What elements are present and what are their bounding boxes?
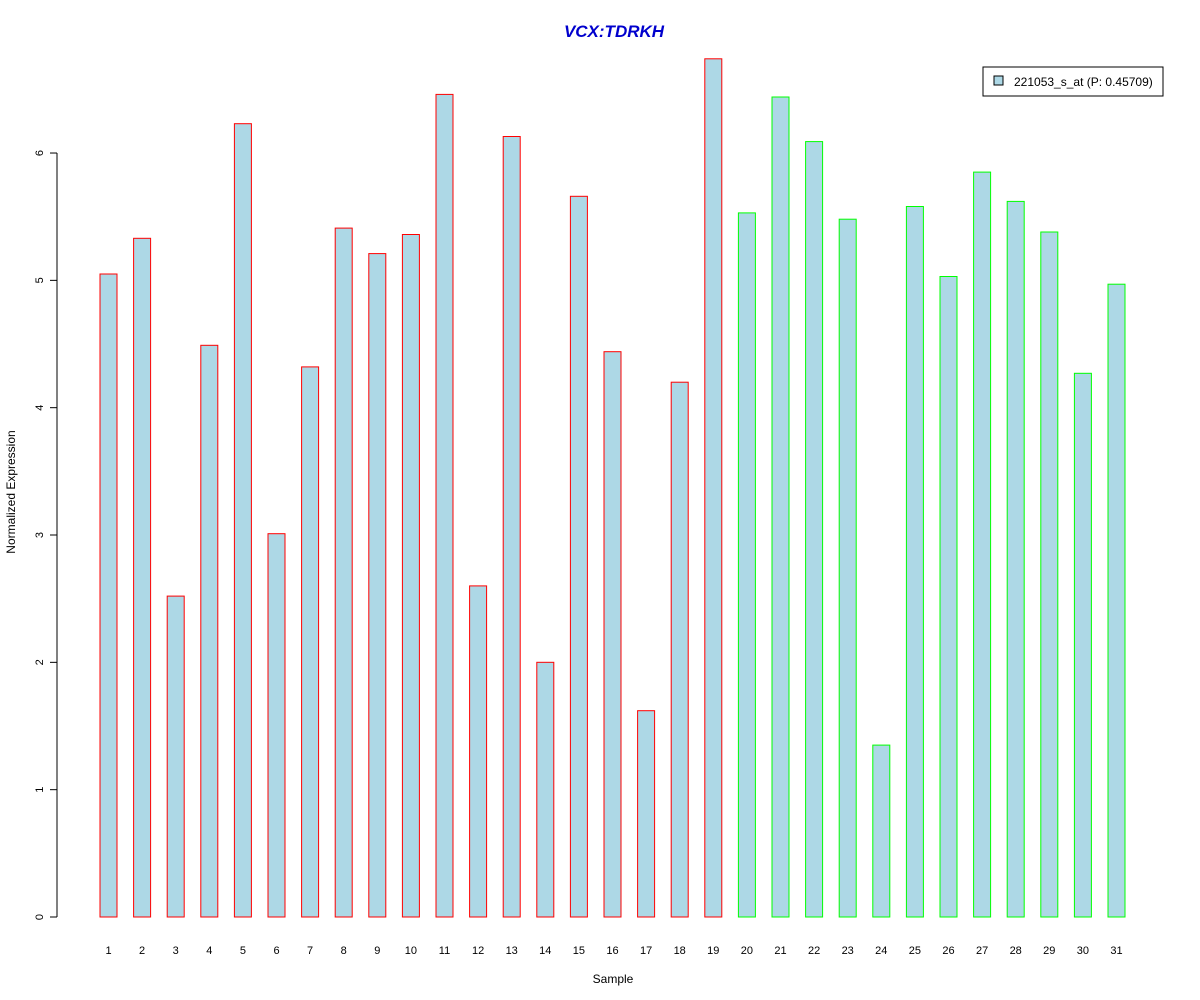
bar-sample-26 — [939, 276, 958, 918]
bar-sample-6 — [267, 533, 286, 918]
bar-sample-11 — [435, 93, 454, 918]
x-tick-label: 1 — [105, 945, 111, 957]
bar-sample-8 — [334, 227, 353, 918]
bar-sample-30 — [1073, 372, 1092, 918]
bar-sample-9 — [368, 253, 387, 918]
x-tick-labels: 1 2 3 4 5 6 7 8 9 10 11 12 13 14 15 16 17 18 19 20 21 22 23 24 2… — [105, 945, 1122, 957]
x-tick-label: 30 — [1077, 945, 1089, 957]
x-tick-label: 13 — [506, 945, 518, 957]
bar-sample-7 — [301, 366, 320, 918]
x-tick-label: 14 — [539, 945, 551, 957]
x-tick-label: 26 — [942, 945, 954, 957]
y-tick-label: 2 — [34, 659, 46, 665]
chart-title: VCX:TDRKH — [564, 22, 665, 41]
x-tick-label: 10 — [405, 945, 417, 957]
x-tick-label: 3 — [173, 945, 179, 957]
bar-sample-1 — [99, 273, 118, 918]
x-tick-label: 18 — [674, 945, 686, 957]
bar-sample-29 — [1040, 231, 1059, 918]
bar-sample-31 — [1107, 283, 1126, 918]
bar-sample-24 — [872, 744, 891, 918]
y-axis-label: Normalized Expression — [4, 430, 18, 553]
x-tick-label: 16 — [606, 945, 618, 957]
x-tick-label: 23 — [842, 945, 854, 957]
x-tick-label: 9 — [374, 945, 380, 957]
legend: 221053_s_at (P: 0.45709) — [982, 66, 1164, 97]
y-axis: 0 1 2 3 4 5 6 — [34, 150, 58, 920]
bar-sample-21 — [771, 96, 790, 918]
y-tick-label: 0 — [34, 914, 46, 920]
bar-sample-25 — [905, 206, 924, 918]
x-tick-label: 29 — [1043, 945, 1055, 957]
bar-sample-18 — [670, 381, 689, 918]
x-tick-label: 6 — [273, 945, 279, 957]
bar-sample-2 — [133, 237, 152, 918]
bar-sample-12 — [469, 585, 488, 918]
bars-group — [99, 58, 1126, 918]
bar-sample-17 — [637, 710, 656, 918]
x-tick-label: 20 — [741, 945, 753, 957]
x-tick-label: 2 — [139, 945, 145, 957]
bar-sample-22 — [805, 141, 824, 918]
x-tick-label: 25 — [909, 945, 921, 957]
x-tick-label: 11 — [439, 945, 450, 957]
x-tick-label: 15 — [573, 945, 585, 957]
x-tick-label: 27 — [976, 945, 988, 957]
legend-label: 221053_s_at (P: 0.45709) — [1014, 75, 1153, 89]
bar-sample-23 — [838, 218, 857, 918]
x-tick-label: 17 — [640, 945, 652, 957]
y-tick-label: 6 — [34, 150, 46, 156]
bar-sample-19 — [704, 58, 723, 918]
bar-sample-3 — [166, 595, 185, 918]
bar-sample-16 — [603, 351, 622, 918]
x-tick-label: 12 — [472, 945, 484, 957]
legend-swatch — [993, 75, 1004, 86]
x-tick-label: 28 — [1010, 945, 1022, 957]
x-tick-label: 31 — [1110, 945, 1122, 957]
bar-sample-27 — [973, 171, 992, 918]
y-tick-label: 5 — [34, 277, 46, 283]
x-tick-label: 8 — [341, 945, 347, 957]
bar-sample-4 — [200, 344, 219, 918]
bar-sample-5 — [233, 123, 252, 918]
x-axis-label: Sample — [593, 972, 634, 986]
x-tick-label: 21 — [774, 945, 786, 957]
bar-sample-20 — [737, 212, 756, 918]
bar-sample-14 — [536, 661, 555, 918]
x-tick-label: 7 — [307, 945, 313, 957]
x-tick-label: 19 — [707, 945, 719, 957]
x-tick-label: 5 — [240, 945, 246, 957]
legend-box — [982, 66, 1164, 97]
x-tick-label: 4 — [206, 945, 212, 957]
bar-sample-15 — [569, 195, 588, 918]
bar-sample-28 — [1006, 200, 1025, 918]
y-tick-label: 3 — [34, 532, 46, 538]
bar-sample-13 — [502, 136, 521, 918]
y-tick-label: 1 — [34, 787, 46, 793]
bar-sample-10 — [401, 234, 420, 918]
y-tick-label: 4 — [34, 405, 46, 411]
x-tick-label: 24 — [875, 945, 887, 957]
x-tick-label: 22 — [808, 945, 820, 957]
